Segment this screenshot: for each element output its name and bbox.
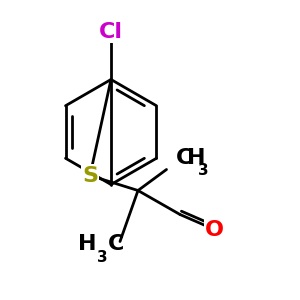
Text: H: H — [77, 235, 96, 254]
Text: C: C — [107, 235, 124, 254]
Text: Cl: Cl — [99, 22, 123, 41]
Text: H: H — [187, 148, 206, 167]
Text: 3: 3 — [198, 163, 209, 178]
Text: S: S — [82, 166, 98, 185]
Text: C: C — [176, 148, 192, 167]
Text: 3: 3 — [98, 250, 108, 265]
Text: O: O — [205, 220, 224, 239]
